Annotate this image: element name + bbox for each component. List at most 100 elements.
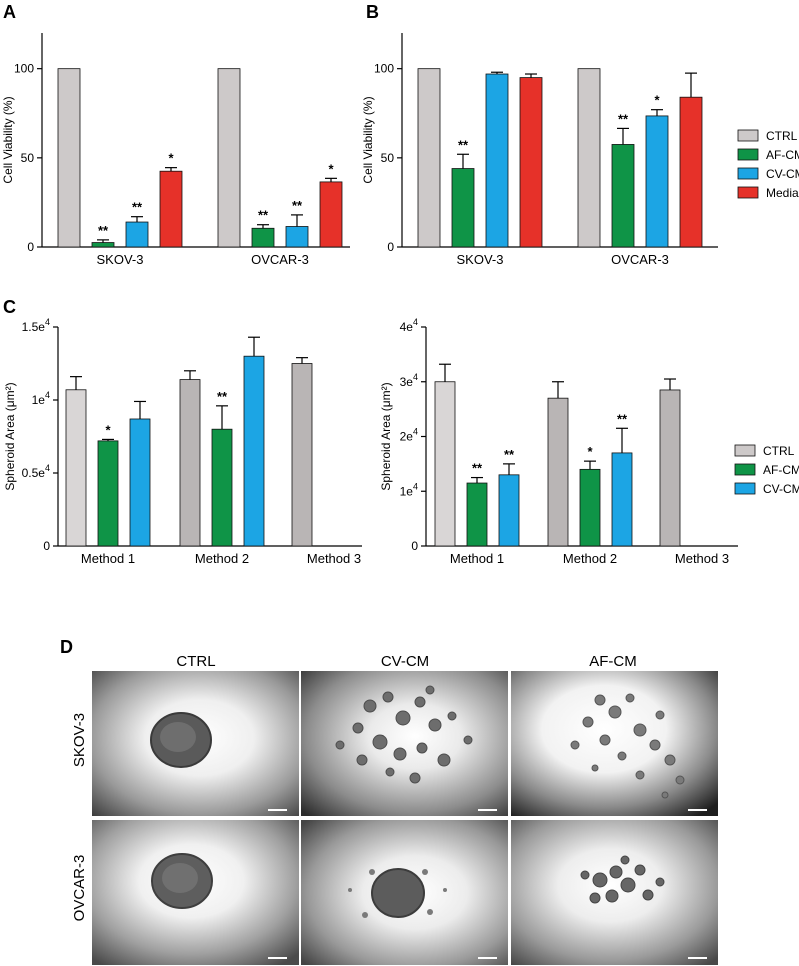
legend-label-af-cm: AF-CM [766,148,799,162]
legend-label-cv-cm: CV-CM [763,482,799,496]
bar-ctrl-method-2 [547,397,569,547]
bar-cv-cm-method-1 [498,474,520,547]
category-label: OVCAR-3 [611,252,669,267]
bar-ctrl-skov-3 [417,68,441,248]
y-axis-label: Spheroid Area (μm²) [3,382,17,490]
bar-media-ovcar-3 [679,96,703,248]
panel-label-d: D [60,637,73,657]
legend-label-cv-cm: CV-CM [766,167,799,181]
significance-mark: ** [217,389,228,404]
panel-label-a: A [3,2,16,22]
y-tick-exponent: 4 [45,463,50,473]
legend-swatch-af-cm [737,148,759,161]
y-tick-label: 100 [14,62,34,76]
bar-cv-cm-skov-3 [485,73,509,248]
bar-cv-cm-method-2 [243,355,265,547]
bar-ctrl-method-2 [179,379,201,547]
y-tick-label: 1.5e4 [22,317,50,334]
col-header-ctrl: CTRL [176,653,215,670]
micrograph-ovcar3-ctrl [92,820,299,965]
y-tick-exponent: 4 [413,427,418,437]
bar-af-cm-skov-3 [451,168,475,248]
col-header-cv-cm: CV-CM [381,653,429,670]
bar-media-skov-3 [159,170,183,248]
y-tick-label: 3e4 [400,372,418,389]
legend-label-af-cm: AF-CM [763,463,799,477]
bar-af-cm-method-1 [466,482,488,547]
category-label: Method 2 [195,551,249,566]
category-label: SKOV-3 [457,252,504,267]
significance-mark: ** [98,223,109,238]
legend-panel-b: CTRL AF-CM CV-CM Media [737,129,799,200]
y-tick-label: 100 [374,62,394,76]
significance-mark: ** [258,208,269,223]
bar-ctrl-ovcar-3 [577,68,601,248]
y-tick-label: 2e4 [400,427,418,444]
significance-mark: ** [504,447,515,462]
y-axis-label: Cell Viability (%) [1,96,15,183]
legend-swatch-ctrl [734,444,756,457]
bar-af-cm-ovcar-3 [251,227,275,248]
bar-af-cm-method-2 [579,468,601,547]
significance-mark: ** [472,461,483,476]
y-tick-label: 0 [27,240,34,254]
legend-swatch-cv-cm [737,167,759,180]
bar-cv-cm-ovcar-3 [645,115,669,248]
category-label: OVCAR-3 [251,252,309,267]
y-tick-exponent: 4 [413,481,418,491]
y-tick-label: 4e4 [400,317,418,334]
chart-c-right-spheroid-area: 0 1e4 2e4 3e4 4e4 Spheroid Area (μm²) ** ** Meth… [379,317,738,566]
bar-cv-cm-ovcar-3 [285,226,309,248]
category-label: Method 2 [563,551,617,566]
y-tick-exponent: 4 [413,317,418,327]
significance-mark: ** [292,198,303,213]
legend-label-ctrl: CTRL [766,129,798,143]
y-tick-label: 0 [411,539,418,553]
bar-ctrl-skov-3 [57,68,81,248]
significance-mark: ** [132,200,143,215]
row-header-ovcar-3: OVCAR-3 [71,855,88,922]
significance-mark: ** [458,137,469,152]
bar-ctrl-method-1 [434,381,456,547]
category-label: Method 3 [675,551,729,566]
y-tick-exponent: 4 [45,317,50,327]
bar-media-skov-3 [519,77,543,248]
category-label: Method 1 [81,551,135,566]
y-tick-label: 0 [387,240,394,254]
micrograph-skov3-ctrl [92,671,299,816]
significance-mark: * [168,151,174,166]
row-header-skov-3: SKOV-3 [71,713,88,767]
bar-ctrl-method-1 [65,389,87,547]
chart-c-left-spheroid-area: 0 0.5e4 1e4 1.5e4 Spheroid Area (μm²) * Method… [3,317,362,566]
significance-mark: ** [617,411,628,426]
panel-d-microscopy-grid: CTRL CV-CM AF-CM SKOV-3 OVCAR-3 [71,653,718,965]
legend-label-media: Media [766,186,799,200]
y-tick-label: 0.5e4 [22,463,50,480]
y-tick-label: 1e4 [400,481,418,498]
significance-mark: ** [618,111,629,126]
category-label: SKOV-3 [97,252,144,267]
bar-af-cm-ovcar-3 [611,144,635,248]
bar-media-ovcar-3 [319,181,343,248]
y-tick-exponent: 4 [413,372,418,382]
y-tick-exponent: 4 [45,390,50,400]
bar-ctrl-method-3 [291,363,313,547]
y-tick-label: 0 [43,539,50,553]
legend-swatch-ctrl [737,129,759,142]
bar-af-cm-skov-3 [91,242,115,248]
bar-af-cm-method-1 [97,440,119,547]
panel-label-c: C [3,297,16,317]
legend-swatch-af-cm [734,463,756,476]
y-tick-label: 50 [381,151,395,165]
y-axis-label: Spheroid Area (μm²) [379,382,393,490]
y-tick-label: 50 [21,151,35,165]
category-label: Method 3 [307,551,361,566]
significance-mark: * [587,444,593,459]
legend-label-ctrl: CTRL [763,444,795,458]
bar-cv-cm-method-2 [611,452,633,547]
significance-mark: * [328,161,334,176]
legend-panel-c: CTRL AF-CM CV-CM [734,444,799,496]
legend-swatch-cv-cm [734,482,756,495]
y-tick-label: 1e4 [32,390,50,407]
